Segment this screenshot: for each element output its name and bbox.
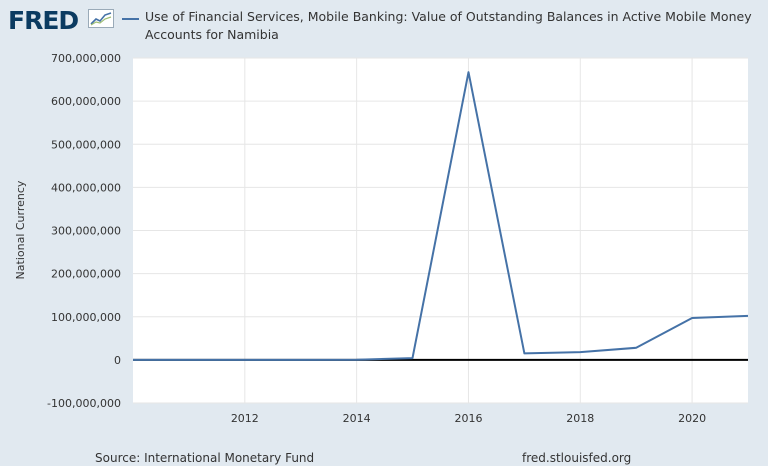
y-tick-label: 600,000,000 (51, 95, 121, 108)
y-tick-label: -100,000,000 (47, 397, 121, 410)
y-tick-label: 300,000,000 (51, 225, 121, 238)
x-axis-tick-labels: 2012 2014 2016 2018 2020 (231, 412, 706, 425)
fred-logo[interactable]: FRED (8, 6, 79, 35)
x-tick-label: 2020 (678, 412, 706, 425)
y-tick-label: 500,000,000 (51, 138, 121, 151)
y-tick-label: 200,000,000 (51, 268, 121, 281)
legend-series-swatch (122, 18, 139, 20)
vertical-gridlines (244, 58, 693, 403)
horizontal-gridlines (133, 57, 748, 404)
series-line (133, 71, 749, 361)
x-tick-label: 2018 (566, 412, 594, 425)
x-tick-label: 2014 (343, 412, 371, 425)
source-link[interactable]: fred.stlouisfed.org (522, 451, 632, 465)
y-axis-title: National Currency (14, 180, 27, 279)
y-axis-tick-labels: -100,000,000 0 100,000,000 200,000,000 300,0… (47, 52, 121, 410)
chart-title: Use of Financial Services, Mobile Bankin… (145, 9, 752, 42)
trend-chart-icon (88, 9, 114, 28)
y-tick-label: 0 (114, 354, 121, 367)
x-tick-label: 2012 (231, 412, 259, 425)
y-tick-label: 100,000,000 (51, 311, 121, 324)
y-tick-label: 700,000,000 (51, 52, 121, 65)
source-text: Source: International Monetary Fund (95, 451, 315, 465)
trend-chart-icon-graphic (90, 12, 112, 26)
series-group (133, 71, 749, 361)
x-tick-label: 2016 (454, 412, 482, 425)
y-tick-label: 400,000,000 (51, 181, 121, 194)
chart-header: FRED Use of Financial Services, Mobile B… (0, 0, 768, 52)
